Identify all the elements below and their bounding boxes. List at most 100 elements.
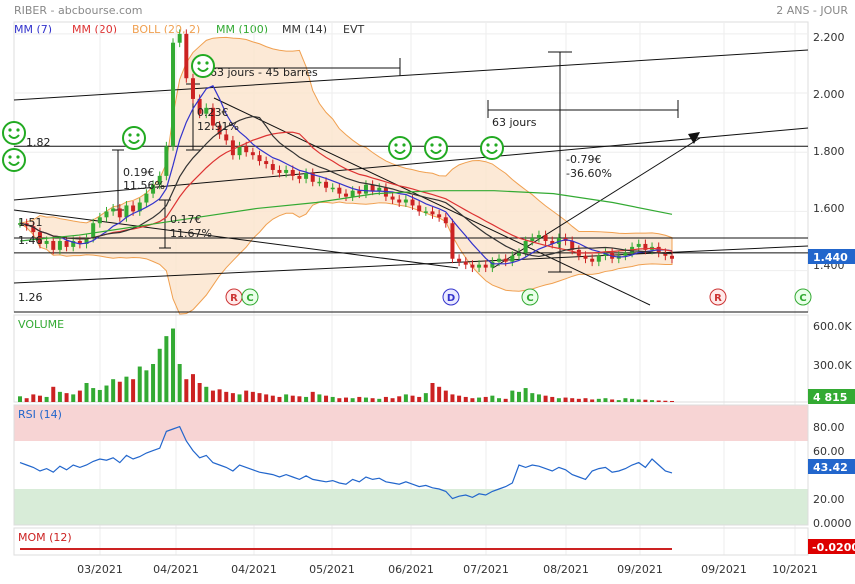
volume-bar — [171, 328, 176, 402]
price-tick: 2.000 — [813, 88, 845, 101]
volume-bar — [610, 399, 615, 402]
volume-bar — [230, 393, 235, 402]
volume-bar — [264, 394, 269, 402]
volume-bar — [536, 394, 541, 402]
mom-panel-title: MOM (12) — [18, 531, 72, 544]
trend-arrowhead — [688, 132, 700, 144]
volume-bar — [623, 398, 628, 402]
candles — [18, 29, 674, 273]
x-tick: 04/2021 — [153, 563, 199, 576]
candle-body — [483, 264, 488, 268]
volume-tick: 600.0K — [813, 320, 852, 333]
volume-bar — [503, 398, 508, 402]
volume-bar — [84, 383, 89, 402]
candle-body — [363, 184, 368, 194]
moving-averages — [19, 85, 673, 265]
price-axis: 2.200 2.000 1.800 1.600 1.400 — [813, 31, 845, 272]
volume-bar — [403, 394, 408, 402]
annotation-3660: -36.60% — [566, 167, 612, 180]
candle-body — [370, 184, 375, 191]
volume-bar — [51, 386, 56, 402]
candle-body — [324, 181, 329, 188]
candle-body — [636, 243, 641, 247]
indicator-legend: MM (7) MM (20) BOLL (20, 2) MM (100) MM … — [14, 23, 364, 36]
rsi-line — [19, 425, 673, 500]
event-marker-r: R — [230, 293, 238, 304]
candle-body — [204, 107, 209, 114]
volume-bar — [77, 390, 82, 402]
candle-body — [397, 199, 402, 203]
volume-bar — [164, 336, 169, 402]
candle-body — [197, 98, 202, 114]
candle-body — [423, 211, 428, 213]
mom-badge-bg — [808, 539, 855, 554]
candle-body — [330, 187, 335, 190]
volume-badge-bg — [808, 389, 855, 404]
candle-body — [264, 161, 269, 165]
volume-bar — [596, 398, 601, 402]
candle-body — [403, 199, 408, 203]
volume-bar — [450, 394, 455, 402]
volume-bar — [71, 394, 76, 402]
candle-body — [670, 255, 674, 259]
annotation-079: -0.79€ — [566, 153, 601, 166]
volume-tick: 300.0K — [813, 359, 852, 372]
candle-body — [57, 240, 62, 250]
volume-bar — [91, 388, 96, 402]
candle-body — [71, 240, 76, 247]
volume-bar — [357, 396, 362, 402]
x-tick: 06/2021 — [388, 563, 434, 576]
candle-body — [497, 258, 502, 262]
candle-body — [443, 217, 448, 224]
volume-bar — [543, 395, 548, 402]
candle-body — [244, 146, 249, 153]
candle-body — [77, 240, 82, 244]
candle-body — [91, 223, 96, 239]
candle-body — [164, 146, 169, 176]
rsi-tick: 80.00 — [813, 421, 845, 434]
volume-bar — [630, 398, 635, 402]
volume-bar — [590, 399, 595, 402]
candle-body — [270, 164, 275, 170]
rsi-axis: 80.00 60.00 20.00 0.0000 — [813, 421, 852, 530]
volume-bar — [290, 395, 295, 402]
volume-bar — [643, 399, 648, 402]
volume-bar — [131, 379, 136, 402]
candle-body — [284, 169, 289, 173]
volume-bar — [184, 379, 189, 402]
volume-bar — [297, 396, 302, 402]
candle-body — [144, 193, 149, 203]
volume-bar — [250, 391, 255, 402]
rsi-tick: 60.00 — [813, 445, 845, 458]
volume-bar — [257, 393, 262, 402]
candle-body — [410, 199, 415, 206]
candle-body — [297, 175, 302, 179]
volume-bar — [570, 398, 575, 402]
volume-bar — [430, 383, 435, 402]
x-tick: 10/2021 — [772, 563, 818, 576]
smiley-icon — [424, 136, 448, 160]
smiley-icon — [2, 121, 26, 145]
volume-bar — [284, 394, 289, 402]
x-tick: 04/2021 — [231, 563, 277, 576]
smiley-icon — [388, 136, 412, 160]
annotation-63j: 63 jours — [492, 116, 537, 129]
volume-bar — [363, 397, 368, 402]
legend-mm14: MM (14) — [282, 23, 327, 36]
volume-bar — [397, 396, 402, 402]
candle-body — [117, 208, 122, 218]
volume-bar — [516, 391, 521, 402]
candle-body — [463, 261, 468, 265]
candle-body — [516, 252, 521, 256]
legend-evt: EVT — [343, 23, 364, 36]
price-tick: 1.800 — [813, 145, 845, 158]
candle-body — [583, 255, 588, 259]
candle-body — [290, 169, 295, 176]
candle-body — [470, 264, 475, 268]
smiley-icons — [2, 54, 504, 172]
volume-bar — [270, 395, 275, 402]
x-tick: 08/2021 — [543, 563, 589, 576]
volume-bar — [497, 398, 502, 402]
x-tick: 03/2021 — [77, 563, 123, 576]
volume-bar — [650, 400, 655, 402]
